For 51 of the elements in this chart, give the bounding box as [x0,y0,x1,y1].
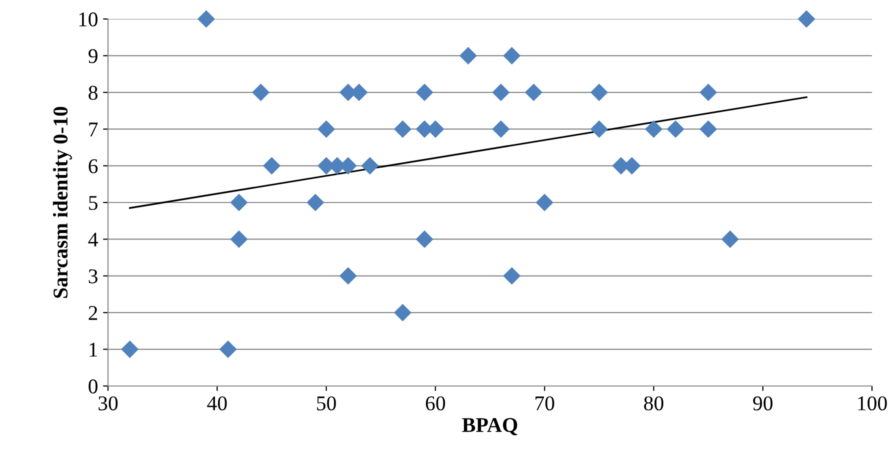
x-tick-label: 30 [98,396,118,410]
point [503,267,521,285]
point [230,194,248,212]
x-tick-label: 80 [644,396,664,410]
x-tick-label: 50 [317,396,336,410]
point [700,84,718,102]
y-tick-label: 9 [88,49,98,64]
point [503,46,521,64]
x-tick-label: 90 [753,396,772,410]
point [219,340,237,358]
point [492,120,510,138]
x-axis-title: BPAQ [462,418,518,436]
point [306,194,324,212]
x-tick-label: 40 [207,396,227,410]
y-tick-label: 1 [90,342,98,357]
y-tick-label: 4 [88,232,98,246]
point [416,84,434,102]
y-tick-label: 2 [88,306,98,320]
x-tick-label: 100 [858,396,887,410]
point [361,157,379,175]
y-tick-label: 7 [89,122,98,136]
point [230,230,248,248]
x-tick-label: 70 [536,396,554,410]
point [416,230,434,248]
y-axis-title: Sarcasm identity 0-10 [52,106,72,298]
point [262,157,280,175]
point [339,267,357,285]
y-tick-label: 0 [88,379,98,394]
point [536,194,554,212]
point [590,84,608,102]
point [459,46,477,64]
point [394,304,412,322]
y-tick-label: 5 [89,196,98,210]
point [644,120,662,138]
point [721,230,739,248]
point [318,120,336,138]
point [197,10,216,28]
y-tick-label: 10 [79,12,98,26]
point [700,120,718,138]
point [121,340,139,358]
y-tick-label: 6 [88,159,98,174]
y-tick-label: 8 [88,86,98,100]
y-tick-label: 3 [88,269,98,284]
point [666,120,684,138]
point [394,120,412,138]
point [798,10,816,28]
point [590,120,608,138]
x-tick-label: 60 [426,396,446,410]
point [252,84,270,102]
point [492,84,510,102]
point [524,84,542,102]
